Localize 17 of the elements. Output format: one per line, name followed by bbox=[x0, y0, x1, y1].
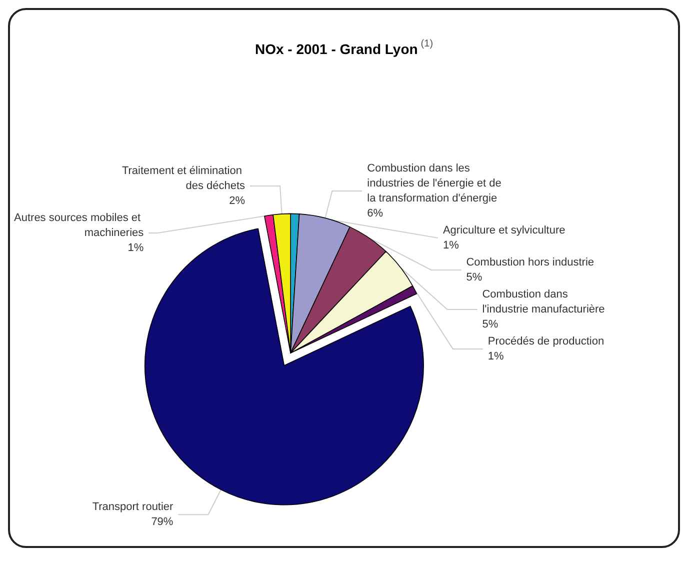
data-label: 1% bbox=[128, 242, 144, 254]
slice-label: Combustion dans l'industrie manufacturière bbox=[482, 288, 605, 316]
slice-label: Agriculture et sylviculture bbox=[442, 224, 566, 236]
data-label: 1% bbox=[442, 239, 460, 252]
slice-label: Combustion hors industrie bbox=[466, 256, 594, 268]
slice-label: Procédés de production bbox=[488, 335, 604, 348]
slice-label: Transport routier bbox=[92, 501, 174, 514]
data-label: 79% bbox=[151, 516, 174, 528]
data-label: 6% bbox=[367, 207, 384, 220]
slice-label: Traitement et élimination des déchets bbox=[122, 165, 246, 192]
slice-label: Autres sources mobiles et machineries bbox=[14, 212, 144, 240]
data-label: 1% bbox=[488, 350, 504, 362]
data-label: 5% bbox=[482, 318, 498, 330]
chart-title: NOx - 2001 - Grand Lyon(1) bbox=[254, 38, 434, 57]
slice-label: Combustion dans les industries de l'énergie et de la transformation d'énergie bbox=[367, 162, 504, 204]
data-label: 2% bbox=[229, 195, 246, 208]
data-label: 5% bbox=[466, 271, 482, 284]
